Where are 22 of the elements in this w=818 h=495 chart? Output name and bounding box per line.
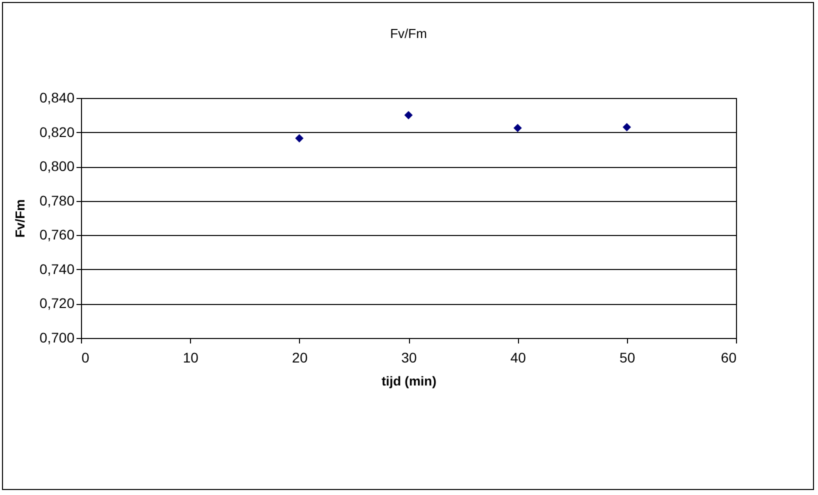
- point: [295, 134, 304, 142]
- y-axis-title: Fv/Fm: [12, 199, 28, 238]
- y-tick-label: 0,740: [39, 260, 75, 277]
- point: [404, 110, 413, 120]
- x-tick-label: 10: [182, 350, 199, 366]
- x-tick-label: 50: [620, 350, 636, 366]
- point: [622, 122, 632, 132]
- y-tick-label: 0,760: [39, 226, 75, 243]
- x-tick-label: 20: [292, 350, 308, 366]
- y-tick-label: 0,820: [39, 124, 75, 140]
- x-tick-label: 30: [401, 350, 417, 366]
- x-axis-title: tijd (min): [382, 374, 436, 388]
- point: [513, 124, 522, 132]
- x-tick-label: 60: [720, 350, 737, 366]
- y-tick-label: 0,840: [39, 90, 75, 106]
- chart-title: Fv/Fm: [390, 26, 427, 41]
- y-tick-label: 0,800: [39, 158, 75, 174]
- y-tick-label: 0,780: [39, 192, 75, 208]
- y-tick-label: 0,700: [39, 330, 75, 346]
- x-tick-label: 40: [510, 350, 526, 366]
- x-tick-label: 0: [82, 350, 90, 366]
- y-tick-label: 0,720: [39, 295, 75, 312]
